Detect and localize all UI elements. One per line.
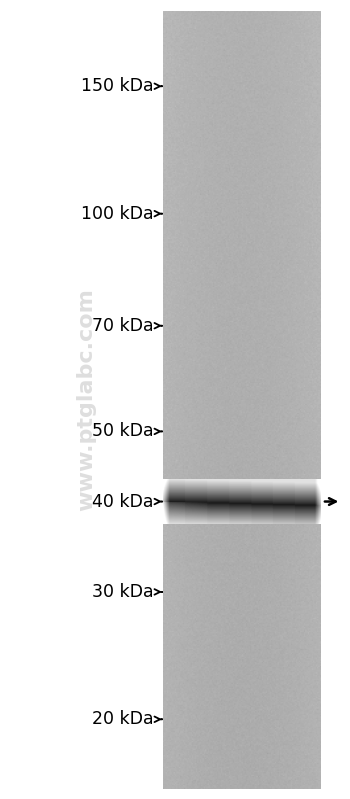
Text: www.ptglabc.com: www.ptglabc.com bbox=[76, 288, 96, 511]
Text: 20 kDa: 20 kDa bbox=[92, 710, 154, 729]
Text: 70 kDa: 70 kDa bbox=[92, 316, 154, 335]
Text: 100 kDa: 100 kDa bbox=[81, 205, 154, 223]
Text: 40 kDa: 40 kDa bbox=[92, 492, 154, 511]
Text: 30 kDa: 30 kDa bbox=[92, 583, 154, 601]
Text: 150 kDa: 150 kDa bbox=[81, 78, 154, 95]
Text: 50 kDa: 50 kDa bbox=[92, 423, 154, 440]
